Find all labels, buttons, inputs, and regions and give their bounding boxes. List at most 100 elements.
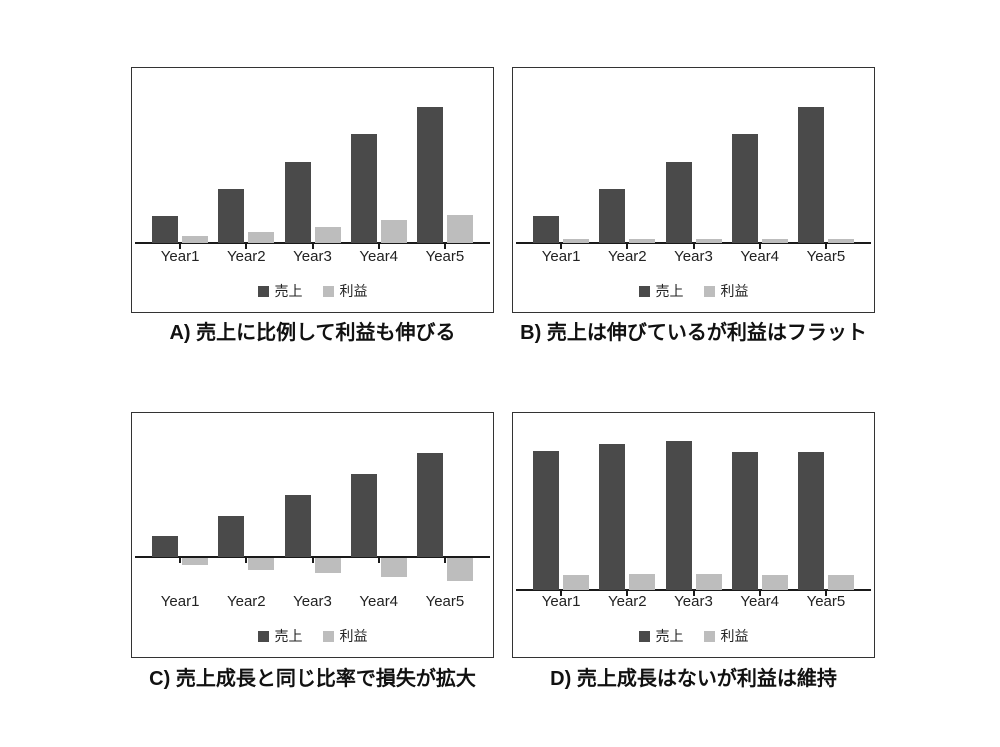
x-tick-label: Year5 [806, 593, 846, 610]
legend-item-profit: 利益 [322, 283, 368, 299]
x-tick-label: Year3 [293, 593, 332, 610]
profit-bar [695, 238, 722, 243]
x-tick-label: Year5 [806, 248, 846, 265]
legend-item-sales: 売上 [638, 628, 684, 644]
sales-bar [797, 452, 824, 590]
x-axis-tick [758, 244, 761, 249]
legend-swatch [703, 285, 715, 297]
legend-item-sales: 売上 [638, 283, 684, 299]
profit-bar [629, 238, 656, 243]
x-tick-label: Year1 [541, 593, 581, 610]
x-axis-tick [443, 558, 446, 564]
x-tick-label: Year5 [425, 248, 465, 265]
sales-bar [284, 161, 311, 243]
profit-bar [248, 232, 275, 243]
x-axis-line [135, 242, 490, 244]
x-tick-label: Year1 [160, 248, 200, 265]
legend-swatch [322, 630, 334, 642]
sales-bar [665, 161, 692, 243]
caption-b: B) 売上は伸びているが利益はフラット [520, 322, 867, 344]
x-tick-label: Year2 [607, 248, 647, 265]
x-tick-label: Year3 [674, 248, 713, 265]
x-axis-tick [179, 244, 182, 249]
legend-label: 利益 [339, 283, 368, 299]
profit-bar [248, 558, 275, 570]
caption-c: C) 売上成長と同じ比率で損失が拡大 [149, 668, 476, 690]
profit-bar [761, 238, 788, 243]
x-axis-labels: Year1 Year2 Year3 Year4 Year5 [147, 248, 478, 265]
x-axis-labels: Year1 Year2 Year3 Year4 Year5 [528, 593, 859, 610]
legend: 売上 利益 [513, 629, 874, 643]
sales-bar [416, 107, 443, 243]
sales-bar [152, 536, 179, 558]
sales-bar [350, 474, 377, 558]
legend-swatch [703, 630, 715, 642]
x-axis-tick [560, 244, 563, 249]
legend-item-sales: 売上 [257, 628, 303, 644]
profit-bar [563, 575, 590, 590]
plot-area [132, 68, 493, 249]
legend-label: 売上 [274, 628, 303, 644]
x-tick-label: Year4 [740, 248, 780, 265]
x-tick-label: Year2 [226, 593, 266, 610]
x-axis-tick [443, 244, 446, 249]
sales-bar [284, 494, 311, 558]
x-axis-line [135, 556, 490, 559]
x-tick-label: Year3 [293, 248, 332, 265]
legend-swatch [322, 285, 334, 297]
legend-label: 利益 [339, 628, 368, 644]
profit-bar [182, 236, 209, 243]
legend-swatch [257, 285, 269, 297]
legend: 売上 利益 [132, 629, 493, 643]
legend-item-profit: 利益 [703, 628, 749, 644]
x-axis-line [516, 589, 871, 591]
x-axis-labels: Year1 Year2 Year3 Year4 Year5 [528, 248, 859, 265]
x-tick-label: Year5 [425, 593, 465, 610]
sales-bar [797, 107, 824, 243]
plot-area [513, 68, 874, 249]
profit-bar [446, 558, 473, 581]
sales-bar [218, 515, 245, 558]
plot-area [132, 413, 493, 581]
x-axis-tick [311, 558, 314, 564]
x-tick-label: Year1 [160, 593, 200, 610]
x-axis-line [516, 242, 871, 244]
x-axis-tick [626, 591, 629, 596]
caption-d: D) 売上成長はないが利益は維持 [550, 668, 837, 690]
sales-bar [218, 188, 245, 243]
sales-bar [350, 134, 377, 243]
legend-label: 売上 [655, 283, 684, 299]
x-axis-tick [245, 244, 248, 249]
legend-item-profit: 利益 [322, 628, 368, 644]
x-tick-label: Year4 [359, 593, 399, 610]
chart-panel-c: Year1 Year2 Year3 Year4 Year5 売上 利益 [131, 412, 494, 658]
x-axis-tick [824, 244, 827, 249]
profit-bar [314, 226, 341, 243]
profit-bar [827, 575, 854, 590]
x-axis-tick [245, 558, 248, 564]
profit-bar [182, 558, 209, 566]
profit-bar [446, 214, 473, 243]
profit-bar [380, 558, 407, 577]
legend-swatch [638, 630, 650, 642]
x-tick-label: Year3 [674, 593, 713, 610]
x-axis-tick [179, 558, 182, 564]
profit-bar [380, 219, 407, 243]
x-axis-tick [692, 244, 695, 249]
x-axis-tick [311, 244, 314, 249]
profit-bar [563, 238, 590, 243]
legend-swatch [638, 285, 650, 297]
x-axis-labels: Year1 Year2 Year3 Year4 Year5 [147, 593, 478, 610]
legend-label: 利益 [720, 628, 749, 644]
x-tick-label: Year4 [740, 593, 780, 610]
legend-item-sales: 売上 [257, 283, 303, 299]
chart-panel-b: Year1 Year2 Year3 Year4 Year5 売上 利益 [512, 67, 875, 313]
sales-bar [533, 451, 560, 590]
profit-bar [629, 573, 656, 590]
legend-label: 売上 [655, 628, 684, 644]
x-tick-label: Year1 [541, 248, 581, 265]
legend-item-profit: 利益 [703, 284, 749, 298]
x-axis-tick [626, 244, 629, 249]
legend-label: 売上 [274, 283, 303, 299]
sales-bar [533, 215, 560, 243]
